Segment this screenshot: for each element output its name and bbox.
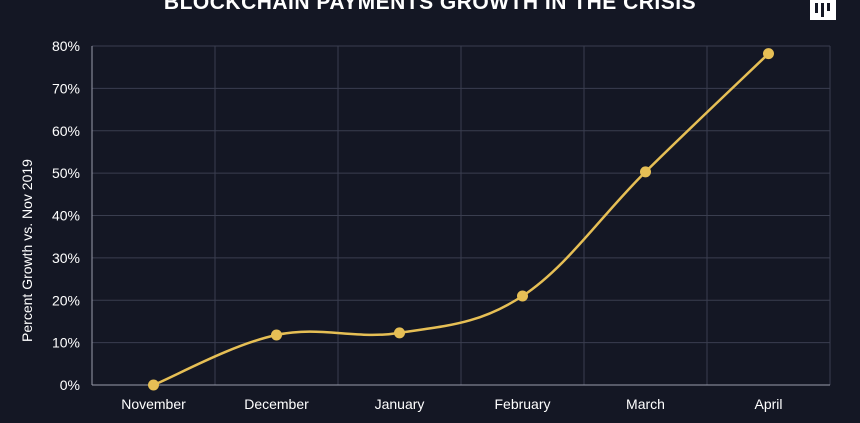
x-tick-label: December	[244, 396, 309, 412]
y-tick-label: 20%	[52, 292, 80, 308]
data-point	[271, 329, 282, 341]
data-point	[394, 327, 405, 339]
y-tick-label: 70%	[52, 80, 80, 96]
axes	[91, 46, 830, 386]
y-axis-title: Percent Growth vs. Nov 2019	[19, 159, 35, 342]
brand-logo	[810, 0, 836, 20]
series-layer	[148, 48, 774, 391]
x-tick-label: March	[626, 396, 665, 412]
y-tick-label: 10%	[52, 335, 80, 351]
series-line	[153, 52, 770, 387]
x-tick-label: January	[375, 396, 425, 412]
x-tick-label: February	[494, 396, 550, 412]
x-tick-label: April	[754, 396, 782, 412]
grid	[92, 45, 831, 385]
data-point	[763, 48, 774, 60]
y-tick-label: 30%	[52, 250, 80, 266]
y-tick-label: 60%	[52, 123, 80, 139]
labels: 0% 10% 20% 30% 40% 50% 60% 70% 80% November Decemb…	[19, 38, 783, 412]
data-point	[640, 166, 651, 178]
y-tick-label: 0%	[60, 377, 80, 393]
logo-mark-icon	[815, 3, 830, 17]
chart-title: BLOCKCHAIN PAYMENTS GROWTH IN THE CRISIS	[163, 0, 697, 14]
x-tick-label: November	[121, 396, 186, 412]
data-point	[517, 290, 528, 302]
y-tick-label: 40%	[52, 208, 80, 224]
y-tick-label: 80%	[52, 38, 80, 54]
data-point	[148, 379, 159, 391]
y-tick-label: 50%	[52, 165, 80, 181]
